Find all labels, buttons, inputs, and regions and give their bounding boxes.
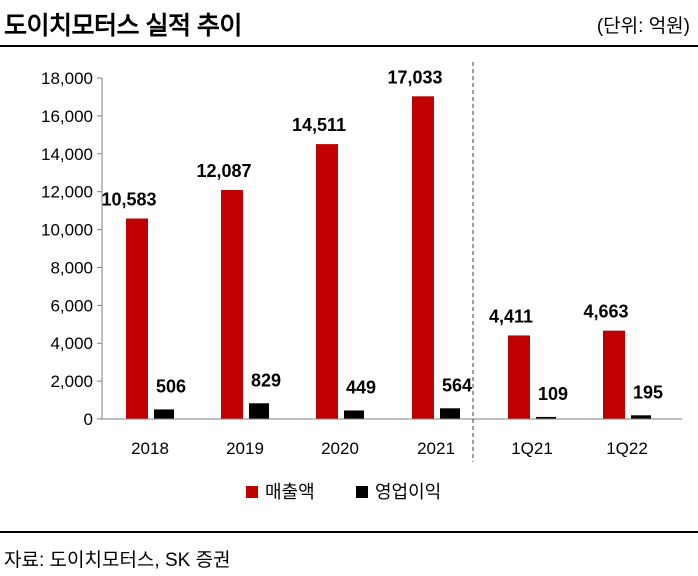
op-profit-bar xyxy=(631,415,651,419)
y-tick-label: 2,000 xyxy=(50,372,93,391)
op-profit-bar xyxy=(536,416,556,419)
y-tick-label: 16,000 xyxy=(41,107,93,126)
data-labels: 10,583 506 12,087 829 14,511 449 17,033 564 4,41… xyxy=(101,67,663,404)
x-category-label: 2019 xyxy=(226,439,264,458)
y-tick-label: 8,000 xyxy=(50,258,93,277)
sales-bar xyxy=(603,330,625,419)
top-rule xyxy=(0,45,698,47)
op-profit-value-label: 829 xyxy=(251,370,281,390)
legend-swatch-sales xyxy=(246,486,258,498)
x-category-label: 2020 xyxy=(321,439,359,458)
sales-value-label: 17,033 xyxy=(387,67,442,87)
unit-label: (단위: 억원) xyxy=(596,16,690,37)
y-axis: 0 2,000 4,000 6,000 8,000 10,000 12,000 14,000 1… xyxy=(41,69,103,429)
legend: 매출액 영업이익 xyxy=(246,482,441,502)
y-tick-label: 4,000 xyxy=(50,334,93,353)
op-profit-value-label: 506 xyxy=(156,376,186,396)
op-profit-value-label: 109 xyxy=(538,384,568,404)
y-tick-label: 10,000 xyxy=(41,221,93,240)
y-tick-label: 18,000 xyxy=(41,69,93,88)
op-profit-value-label: 195 xyxy=(633,382,663,402)
sales-value-label: 4,663 xyxy=(583,302,628,322)
y-tick-label: 0 xyxy=(84,410,93,429)
sales-bar xyxy=(316,144,338,419)
bar-series xyxy=(126,96,651,419)
sales-value-label: 12,087 xyxy=(196,161,251,181)
sales-bar xyxy=(412,96,434,419)
op-profit-bar xyxy=(154,409,174,419)
y-tick-label: 12,000 xyxy=(41,183,93,202)
legend-label-op-profit: 영업이익 xyxy=(375,482,441,502)
bottom-rule xyxy=(0,531,698,533)
source-note: 자료: 도이치모터스, SK 증권 xyxy=(4,550,231,571)
op-profit-value-label: 564 xyxy=(442,375,472,395)
sales-value-label: 10,583 xyxy=(101,190,156,210)
sales-value-label: 4,411 xyxy=(489,306,533,326)
y-tick-label: 14,000 xyxy=(41,145,93,164)
op-profit-value-label: 449 xyxy=(346,377,376,397)
sales-bar xyxy=(508,335,530,419)
sales-value-label: 14,511 xyxy=(292,115,346,135)
x-category-label: 2021 xyxy=(417,439,455,458)
op-profit-bar xyxy=(344,410,364,419)
x-category-label: 2018 xyxy=(131,439,169,458)
legend-swatch-op-profit xyxy=(356,486,368,498)
sales-bar xyxy=(126,218,148,419)
chart-title: 도이치모터스 실적 추이 xyxy=(4,12,242,40)
op-profit-bar xyxy=(440,408,460,419)
x-axis: 2018 2019 2020 2021 1Q21 1Q22 xyxy=(102,62,682,462)
x-category-label: 1Q22 xyxy=(606,439,648,458)
bar-chart: 0 2,000 4,000 6,000 8,000 10,000 12,000 14,000 1… xyxy=(41,62,682,502)
legend-label-sales: 매출액 xyxy=(265,482,315,502)
y-tick-label: 6,000 xyxy=(50,296,93,315)
x-category-label: 1Q21 xyxy=(511,439,553,458)
op-profit-bar xyxy=(249,403,269,419)
sales-bar xyxy=(221,190,243,419)
